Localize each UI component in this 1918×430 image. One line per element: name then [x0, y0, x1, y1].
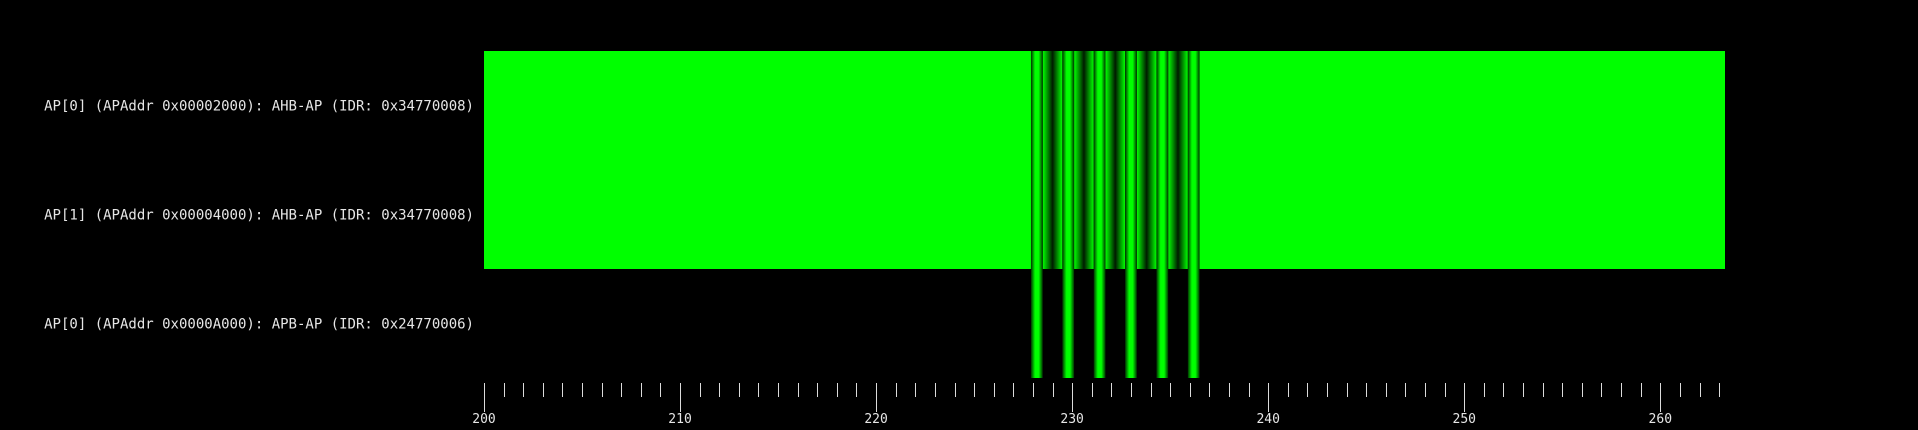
- heatmap-stripe: [1125, 160, 1137, 269]
- heatmap-stripe: [1093, 160, 1106, 269]
- x-tick-label: 250: [1453, 412, 1476, 427]
- heatmap-stripe: [1187, 269, 1200, 378]
- heatmap-row: [484, 160, 1725, 269]
- heatmap-gap-cell: [1136, 51, 1157, 160]
- x-axis: 200 210 220 230 240 250 260: [472, 383, 1720, 427]
- heatmap-stripe: [1156, 51, 1169, 160]
- x-tick-label: 200: [472, 412, 495, 427]
- heatmap-gap-cell: [1168, 160, 1188, 269]
- heatmap-stripe: [1062, 160, 1075, 269]
- heatmap-gap-cell: [1136, 160, 1157, 269]
- heatmap-segment: [484, 160, 1031, 269]
- heatmap-stripe: [1125, 269, 1137, 378]
- heatmap-segment: [484, 51, 1031, 160]
- heatmap-gap-cell: [1168, 51, 1188, 160]
- heatmap-stripe: [1125, 51, 1137, 160]
- row-label: AP[1] (APAddr 0x00004000): AHB-AP (IDR: …: [44, 208, 474, 224]
- heatmap-segment: [1199, 160, 1725, 269]
- heatmap-stripe: [1030, 269, 1043, 378]
- heatmap-stripe: [1030, 160, 1043, 269]
- heatmap-stripe: [1187, 51, 1200, 160]
- x-tick-label: 260: [1649, 412, 1672, 427]
- heatmap-gap-cell: [1042, 160, 1063, 269]
- heatmap-stripe: [1093, 51, 1106, 160]
- heatmap-stripe: [1062, 51, 1075, 160]
- x-tick-label: 230: [1060, 412, 1083, 427]
- heatmap-gap-cell: [1042, 51, 1063, 160]
- heatmap-gap-cell: [1105, 160, 1126, 269]
- heatmap-stripe: [1093, 269, 1106, 378]
- heatmap-gap-cell: [1074, 51, 1094, 160]
- x-tick-label: 220: [864, 412, 887, 427]
- x-tick-label: 240: [1256, 412, 1279, 427]
- heatmap-stripe: [1156, 269, 1169, 378]
- heatmap-stripe: [1187, 160, 1200, 269]
- row-label: AP[0] (APAddr 0x0000A000): APB-AP (IDR: …: [44, 317, 474, 333]
- heatmap-row: [1030, 269, 1200, 378]
- heatmap-stripe: [1030, 51, 1043, 160]
- row-label: AP[0] (APAddr 0x00002000): AHB-AP (IDR: …: [44, 99, 474, 115]
- heatmap-stripe: [1062, 269, 1075, 378]
- row-labels: AP[0] (APAddr 0x00002000): AHB-AP (IDR: …: [44, 99, 474, 333]
- rows-layer: [484, 51, 1725, 378]
- x-tick-label: 210: [668, 412, 691, 427]
- heatmap-gap-cell: [1105, 51, 1126, 160]
- heatmap-row: [484, 51, 1725, 160]
- heatmap-segment: [1199, 51, 1725, 160]
- heatmap-gap-cell: [1074, 160, 1094, 269]
- heatmap-stripe: [1156, 160, 1169, 269]
